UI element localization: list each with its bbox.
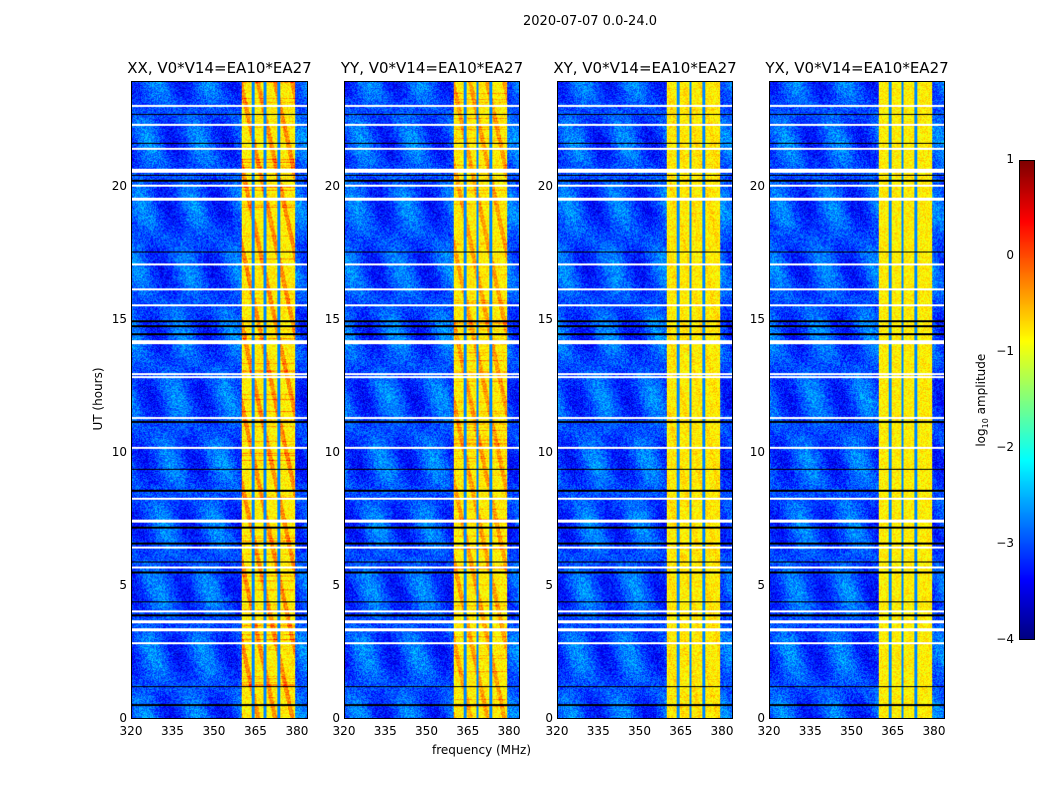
- y-tick-label: 0: [757, 711, 765, 725]
- x-tick-label: 350: [415, 724, 438, 738]
- panel-title: XY, V0*V14=EA10*EA27: [553, 59, 737, 77]
- waterfall-heatmap: [345, 82, 519, 718]
- y-tick-label: 15: [111, 312, 127, 327]
- waterfall-panel: [131, 81, 308, 719]
- waterfall-panel: [557, 81, 733, 719]
- y-axis-label: UT (hours): [91, 367, 105, 431]
- colorbar-tick-label: −3: [996, 536, 1014, 550]
- y-tick-label: 10: [749, 445, 765, 460]
- x-tick-label: 365: [669, 724, 693, 738]
- x-tick-label: 320: [119, 724, 143, 738]
- x-tick-label: 350: [628, 724, 651, 738]
- waterfall-heatmap: [132, 82, 307, 718]
- panel-title: XX, V0*V14=EA10*EA27: [127, 59, 312, 77]
- colorbar: [1019, 160, 1035, 640]
- x-tick-label: 350: [840, 724, 863, 738]
- y-tick-label: 0: [545, 711, 553, 725]
- y-tick-label: 15: [749, 312, 765, 327]
- x-tick-label: 335: [586, 724, 610, 738]
- x-tick-label: 335: [373, 724, 397, 738]
- y-tick-label: 5: [545, 578, 553, 593]
- y-tick-label: 5: [757, 578, 765, 593]
- colorbar-tick-label: −2: [996, 440, 1014, 454]
- colorbar-label: log10 amplitude: [973, 353, 991, 447]
- x-tick-label: 335: [161, 724, 184, 738]
- y-tick-label: 20: [749, 179, 765, 194]
- colorbar-gradient: [1020, 161, 1034, 639]
- x-tick-label: 380: [710, 724, 734, 738]
- colorbar-tick-label: −1: [996, 344, 1014, 358]
- colorbar-tick-label: −4: [996, 632, 1014, 646]
- x-tick-label: 365: [881, 724, 905, 738]
- y-tick-label: 15: [324, 312, 340, 327]
- colorbar-tick-label: 0: [1006, 248, 1014, 262]
- y-tick-label: 10: [537, 445, 553, 460]
- x-tick-label: 320: [332, 724, 356, 738]
- panel-title: YY, V0*V14=EA10*EA27: [340, 59, 524, 77]
- x-axis-label: frequency (MHz): [432, 743, 532, 757]
- colorbar-tick-label: 1: [1006, 152, 1014, 166]
- x-tick-label: 350: [202, 724, 226, 738]
- figure-title: 2020-07-07 0.0-24.0: [523, 14, 657, 29]
- y-tick-label: 20: [537, 179, 553, 194]
- y-tick-label: 15: [537, 312, 553, 327]
- x-tick-label: 365: [244, 724, 267, 738]
- y-tick-label: 10: [111, 445, 127, 460]
- y-tick-label: 20: [324, 179, 340, 194]
- x-tick-label: 365: [456, 724, 480, 738]
- x-tick-label: 320: [545, 724, 569, 738]
- waterfall-panel: [344, 81, 520, 719]
- y-tick-label: 20: [111, 179, 127, 194]
- y-tick-label: 5: [119, 578, 127, 593]
- y-tick-label: 5: [332, 578, 340, 593]
- x-tick-label: 380: [285, 724, 309, 738]
- waterfall-heatmap: [770, 82, 944, 718]
- y-tick-label: 10: [324, 445, 340, 460]
- x-tick-label: 335: [798, 724, 822, 738]
- waterfall-heatmap: [558, 82, 732, 718]
- x-tick-label: 380: [497, 724, 521, 738]
- y-tick-label: 0: [332, 711, 340, 725]
- x-tick-label: 320: [757, 724, 781, 738]
- panel-title: YX, V0*V14=EA10*EA27: [765, 59, 949, 77]
- waterfall-panel: [769, 81, 945, 719]
- y-tick-label: 0: [119, 711, 127, 725]
- x-tick-label: 380: [922, 724, 946, 738]
